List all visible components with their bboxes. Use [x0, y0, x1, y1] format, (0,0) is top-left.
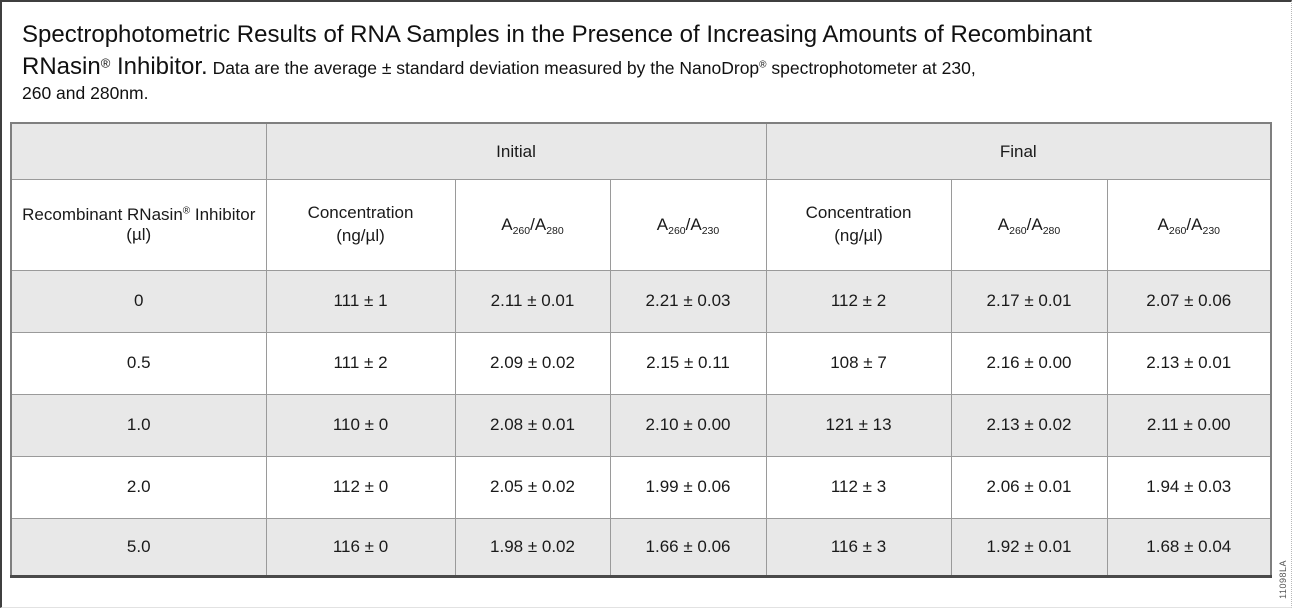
data-cell: 2.07 ± 0.06 — [1106, 269, 1272, 333]
data-cell: 112 ± 2 — [765, 269, 952, 333]
ratio-base: A — [1031, 214, 1043, 234]
caption-note: Data are the average ± standard deviatio… — [207, 57, 760, 78]
col-header-a260-a230-initial: A260/A230 — [609, 178, 767, 271]
ratio-sub: 230 — [701, 224, 720, 237]
data-cell: 2.11 ± 0.01 — [454, 269, 611, 333]
row-header-text-end: Inhibitor (µl) — [126, 204, 256, 244]
ratio-base: A — [534, 214, 547, 234]
row-label-cell: 2.0 — [10, 455, 267, 519]
data-cell: 2.13 ± 0.02 — [950, 393, 1108, 457]
row-header-text: Recombinant RNasin — [22, 204, 183, 224]
data-cell: 2.11 ± 0.00 — [1106, 393, 1272, 457]
ratio-sub: 260 — [1168, 224, 1187, 237]
data-cell: 2.09 ± 0.02 — [454, 331, 611, 395]
table-row: 5.0 116 ± 0 1.98 ± 0.02 1.66 ± 0.06 116 … — [10, 517, 1272, 578]
data-cell: 2.06 ± 0.01 — [950, 455, 1108, 519]
ratio-base: A — [1157, 214, 1169, 234]
concentration-label: Concentration — [805, 203, 912, 222]
row-label-cell: 0 — [10, 269, 267, 333]
caption-line2: RNasin® Inhibitor. Data are the average … — [22, 51, 1181, 83]
ratio-sub: 280 — [1042, 224, 1061, 237]
ratio-sub: 230 — [1202, 224, 1221, 237]
figure-id-label: 11098LA — [1278, 560, 1288, 599]
caption-note-line3: 260 and 280nm. — [22, 83, 149, 104]
data-cell: 1.99 ± 0.06 — [609, 455, 767, 519]
concentration-label: Concentration — [307, 203, 414, 222]
ratio-base: A — [501, 214, 513, 234]
data-cell: 116 ± 3 — [765, 517, 952, 578]
caption-note-end: spectrophotometer at 230, — [766, 57, 976, 78]
data-cell: 108 ± 7 — [765, 331, 952, 395]
data-cell: 111 ± 1 — [265, 269, 456, 333]
ratio-sub: 260 — [512, 224, 531, 237]
data-cell: 112 ± 0 — [265, 455, 456, 519]
col-header-a260-a280-initial: A260/A280 — [454, 178, 611, 271]
data-cell: 2.17 ± 0.01 — [950, 269, 1108, 333]
data-cell: 1.68 ± 0.04 — [1106, 517, 1272, 578]
col-header-a260-a230-final: A260/A230 — [1106, 178, 1272, 271]
data-cell: 2.05 ± 0.02 — [454, 455, 611, 519]
registered-mark-icon: ® — [100, 55, 111, 71]
col-header-concentration-final: Concentration (ng/µl) — [765, 178, 952, 271]
results-table: Initial Final Recombinant RNasin® Inhibi… — [10, 122, 1273, 578]
group-header-final: Final — [765, 122, 1272, 180]
data-cell: 112 ± 3 — [765, 455, 952, 519]
data-cell: 121 ± 13 — [765, 393, 952, 457]
ratio-sub: 260 — [1009, 224, 1027, 237]
caption-title-line1: Spectrophotometric Results of RNA Sample… — [22, 21, 1092, 48]
data-cell: 2.15 ± 0.11 — [609, 331, 767, 395]
ratio-slash: / — [685, 214, 691, 234]
ratio-slash: / — [1026, 214, 1032, 234]
ratio-slash: / — [1186, 214, 1192, 234]
col-header-a260-a280-final: A260/A280 — [950, 178, 1108, 271]
table-row: 0.5 111 ± 2 2.09 ± 0.02 2.15 ± 0.11 108 … — [10, 331, 1272, 395]
figure-caption: Spectrophotometric Results of RNA Sample… — [2, 2, 1291, 105]
ratio-sub: 260 — [668, 224, 686, 237]
data-cell: 111 ± 2 — [265, 331, 456, 395]
concentration-units: (ng/µl) — [336, 225, 385, 245]
data-cell: 116 ± 0 — [265, 517, 456, 578]
data-cell: 2.13 ± 0.01 — [1106, 331, 1272, 395]
data-cell: 2.10 ± 0.00 — [609, 393, 767, 457]
ratio-base: A — [997, 214, 1010, 234]
caption-title-line2: RNasin — [22, 52, 101, 80]
ratio-base: A — [1191, 214, 1203, 234]
group-header-row: Initial Final — [10, 122, 1272, 180]
group-header-initial: Initial — [265, 122, 767, 180]
row-header-inhibitor: Recombinant RNasin® Inhibitor (µl) — [10, 178, 267, 271]
row-label-cell: 1.0 — [10, 393, 267, 457]
row-label-cell: 5.0 — [10, 517, 267, 578]
ratio-sub: 280 — [546, 224, 564, 237]
caption-title-line2-end: Inhibitor. — [110, 52, 208, 80]
data-cell: 1.66 ± 0.06 — [609, 517, 767, 578]
row-label-cell: 0.5 — [10, 331, 267, 395]
column-header-row: Recombinant RNasin® Inhibitor (µl) Conce… — [10, 178, 1272, 271]
concentration-units: (ng/µl) — [834, 225, 883, 245]
data-cell: 2.21 ± 0.03 — [609, 269, 767, 333]
ratio-slash: / — [530, 214, 535, 234]
table-row: 1.0 110 ± 0 2.08 ± 0.01 2.10 ± 0.00 121 … — [10, 393, 1272, 457]
ratio-base: A — [690, 214, 702, 234]
data-cell: 1.92 ± 0.01 — [950, 517, 1108, 578]
registered-mark-icon: ® — [182, 205, 191, 217]
table-row: 0 111 ± 1 2.11 ± 0.01 2.21 ± 0.03 112 ± … — [10, 269, 1272, 333]
data-cell: 110 ± 0 — [265, 393, 456, 457]
table-row: 2.0 112 ± 0 2.05 ± 0.02 1.99 ± 0.06 112 … — [10, 455, 1272, 519]
corner-empty-cell — [10, 122, 267, 180]
ratio-base: A — [656, 214, 669, 234]
data-cell: 2.08 ± 0.01 — [454, 393, 611, 457]
data-cell: 1.94 ± 0.03 — [1106, 455, 1272, 519]
registered-mark-icon: ® — [759, 59, 767, 71]
data-cell: 1.98 ± 0.02 — [454, 517, 611, 578]
col-header-concentration-initial: Concentration (ng/µl) — [265, 178, 456, 271]
data-cell: 2.16 ± 0.00 — [950, 331, 1108, 395]
